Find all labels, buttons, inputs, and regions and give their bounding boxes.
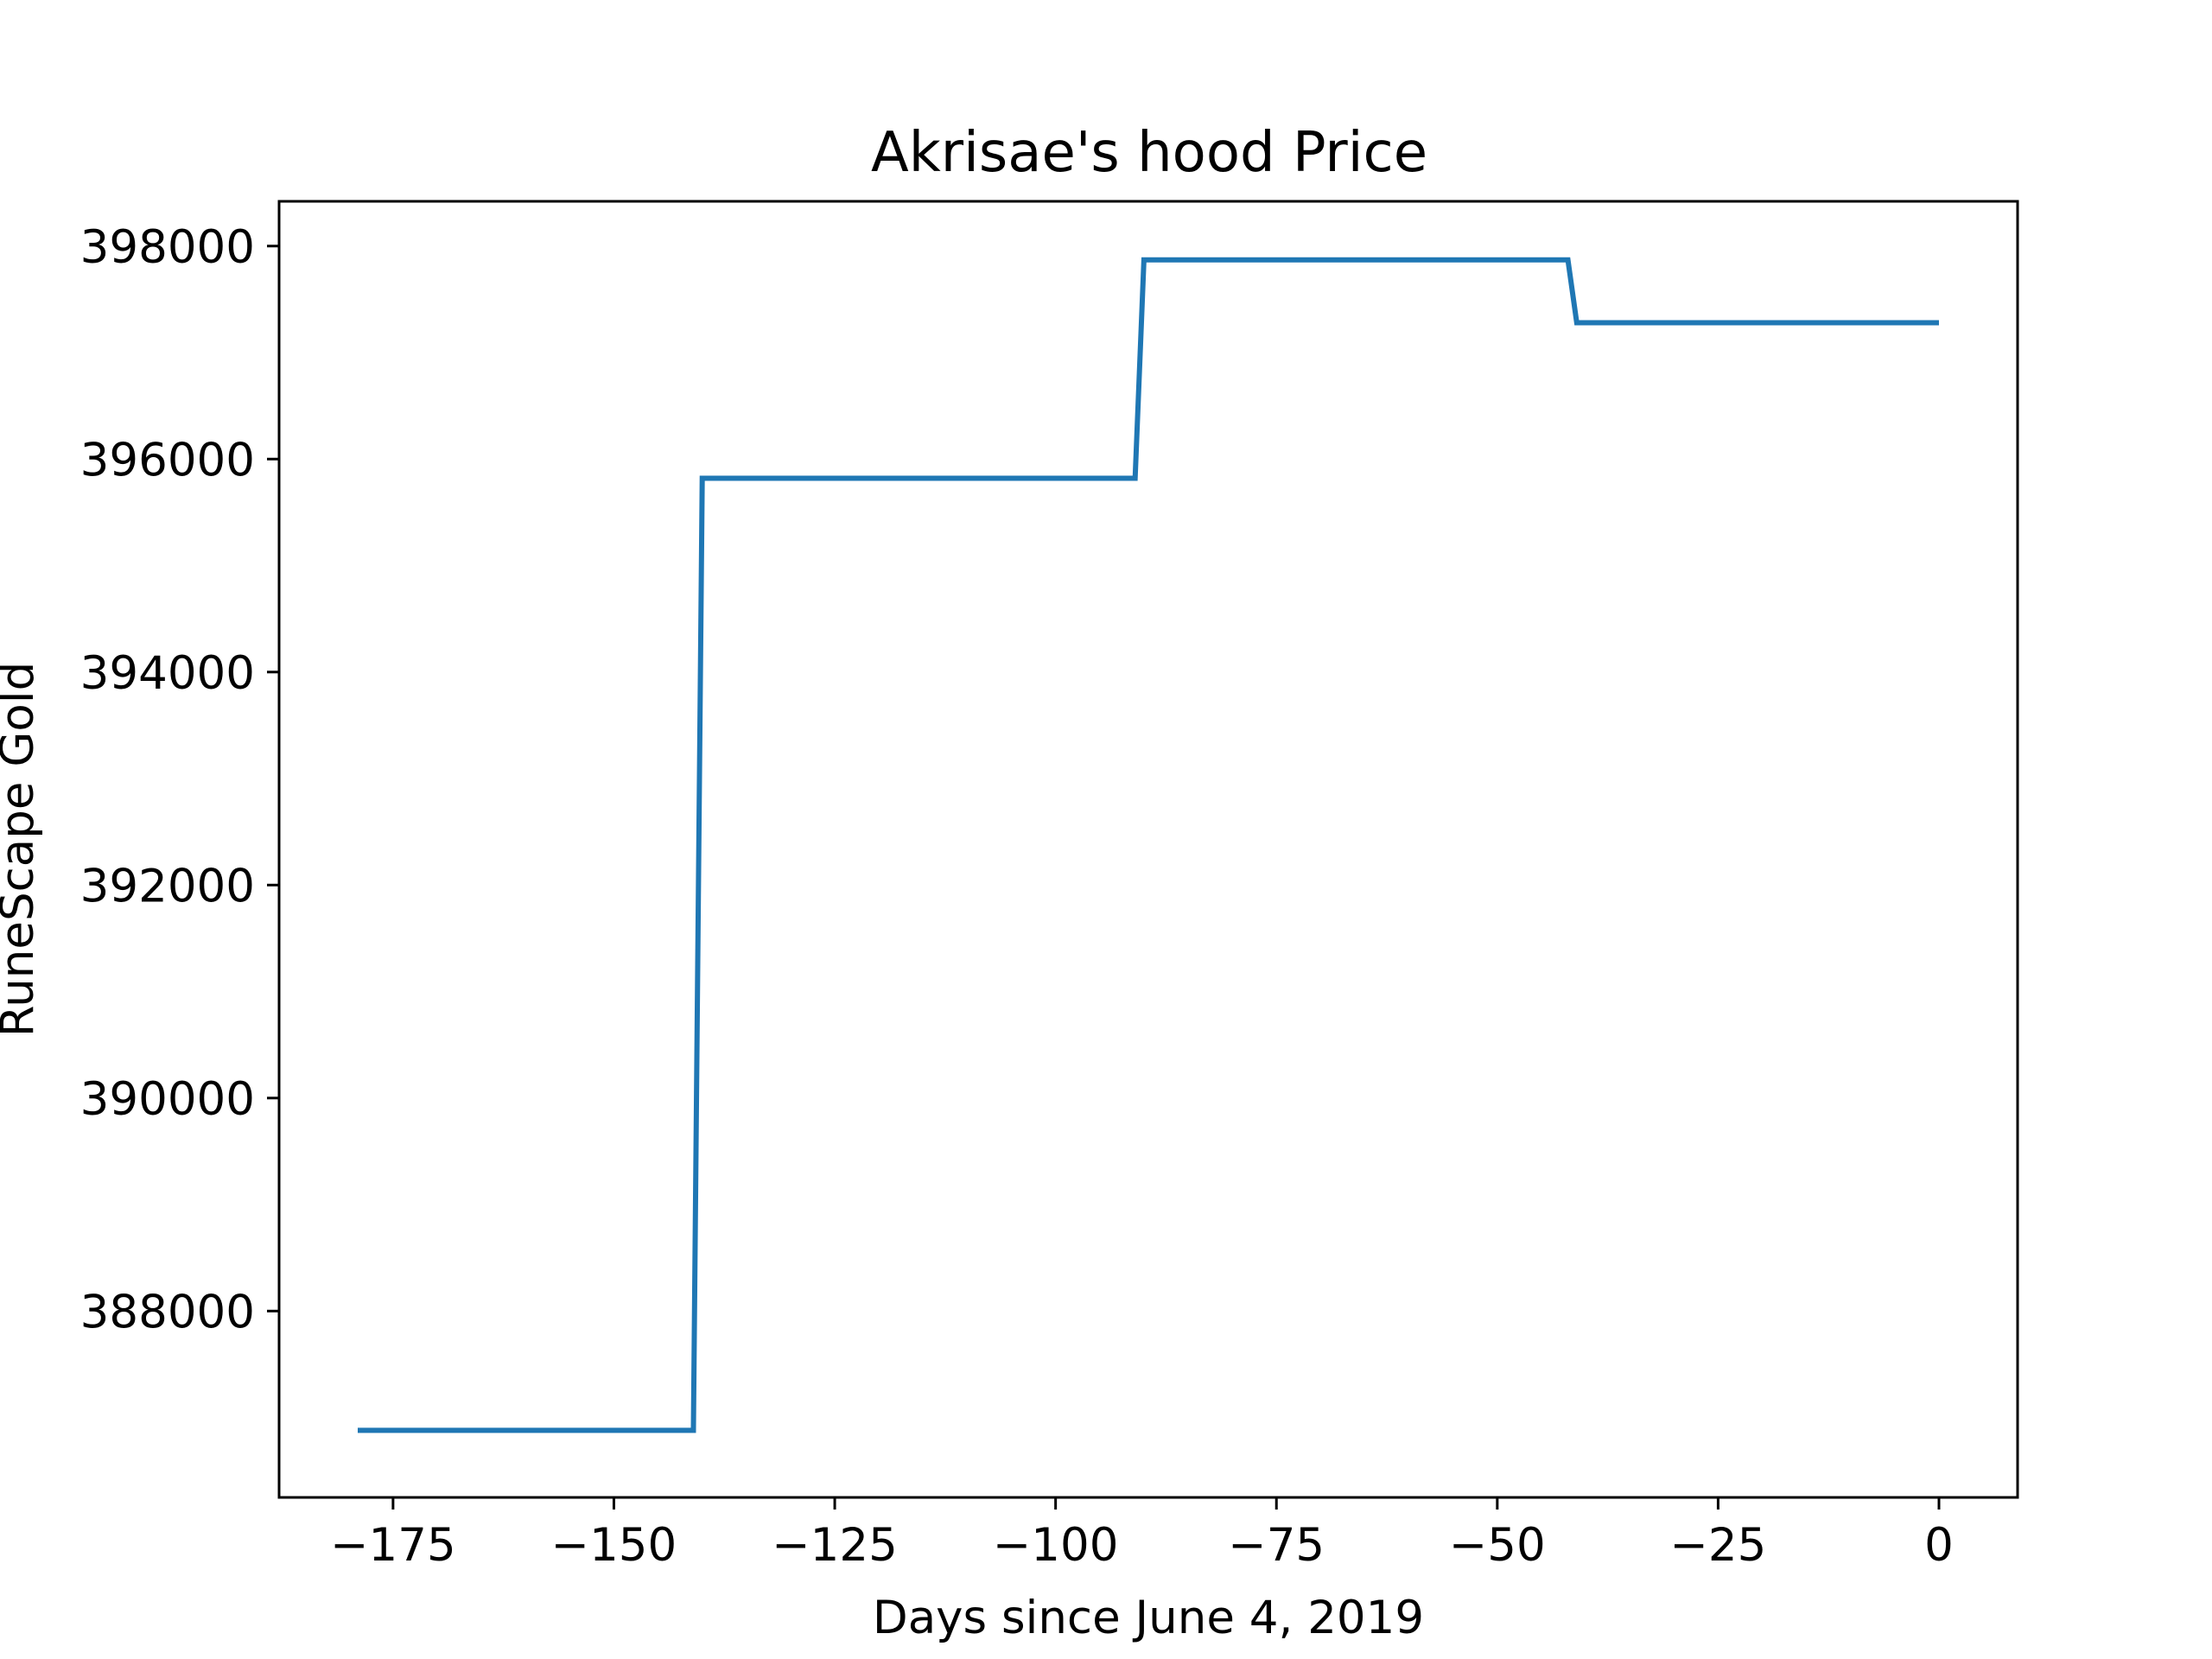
y-axis-label: RuneScape Gold [0,662,44,1037]
y-tick-label: 390000 [80,1073,255,1126]
y-tick-label: 394000 [80,647,255,700]
x-tick-label: −50 [1449,1519,1546,1572]
series-line [358,257,1939,1433]
series-layer [358,257,1939,1433]
plot-frame [277,200,2019,1499]
chart-title: Akrisae's hood Price [871,121,1427,185]
x-axis-label: Days since June 4, 2019 [873,1592,1424,1644]
x-tick-label: −25 [1669,1519,1766,1572]
x-tick-label: −175 [330,1519,456,1572]
y-tick-label: 388000 [80,1286,255,1338]
x-tick-label: −75 [1228,1519,1325,1572]
y-tick-label: 398000 [80,221,255,274]
x-axis-ticks: −175 −150 −125 −100 −75 −50 −25 0 [330,1497,1954,1572]
x-tick-label: −125 [772,1519,898,1572]
y-axis-ticks: 388000 390000 392000 394000 396000 398000 [80,221,279,1338]
y-tick-label: 396000 [80,434,255,486]
x-tick-label: 0 [1924,1519,1954,1572]
x-tick-label: −150 [551,1519,677,1572]
x-tick-label: −100 [993,1519,1119,1572]
y-tick-label: 392000 [80,860,255,912]
